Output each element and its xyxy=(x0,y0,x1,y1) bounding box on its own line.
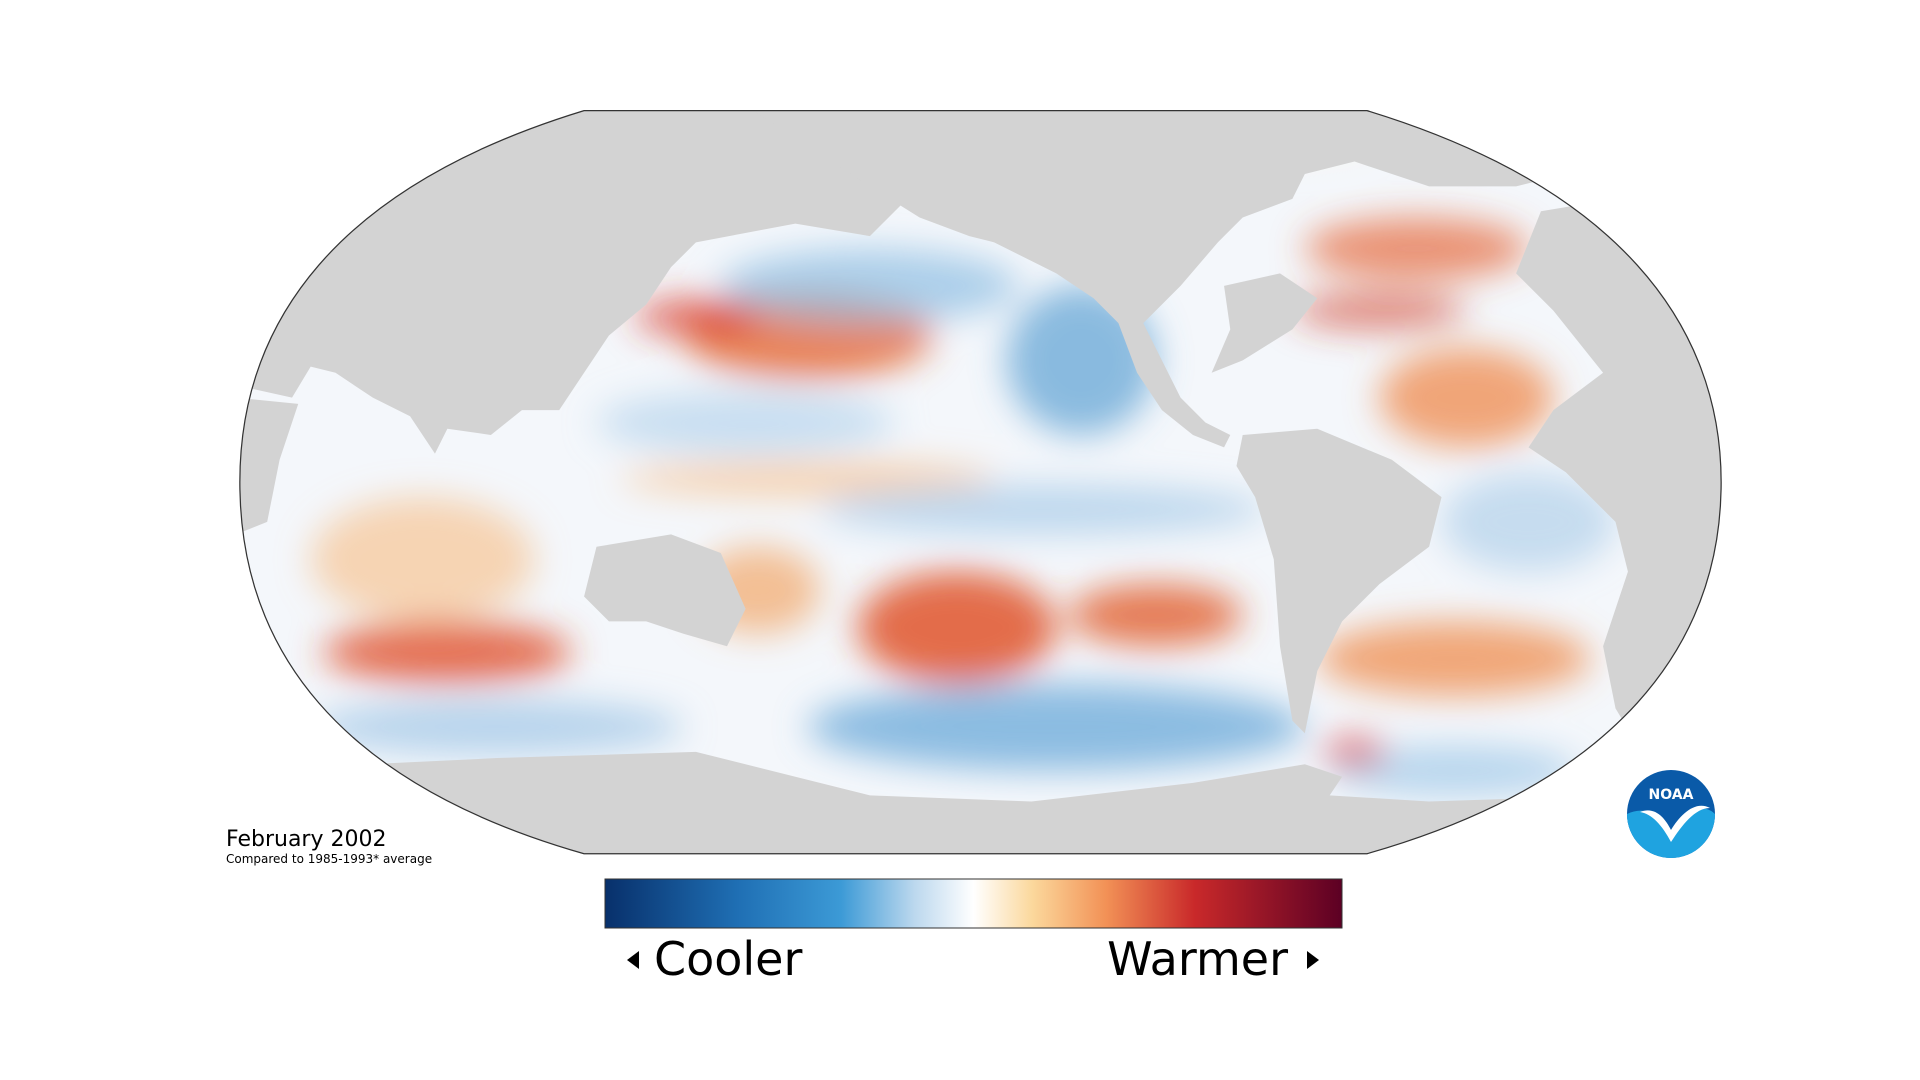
map-body xyxy=(239,110,1722,854)
colorbar-gradient xyxy=(604,878,1343,929)
map-subtitle: Compared to 1985-1993* average xyxy=(226,852,432,866)
colorbar: Cooler Warmer xyxy=(604,878,1343,986)
logo-text: NOAA xyxy=(1649,787,1694,803)
map-outline xyxy=(239,109,1722,855)
map xyxy=(239,109,1722,855)
legend-high-label: Warmer xyxy=(1107,932,1288,986)
noaa-logo: NOAA xyxy=(1627,770,1715,858)
map-title: February 2002 xyxy=(226,827,386,852)
land xyxy=(239,110,1722,854)
logo-bird xyxy=(1640,805,1710,842)
legend-low-label: Cooler xyxy=(654,932,802,986)
arrow-left xyxy=(627,951,639,969)
arrow-right xyxy=(1307,951,1319,969)
